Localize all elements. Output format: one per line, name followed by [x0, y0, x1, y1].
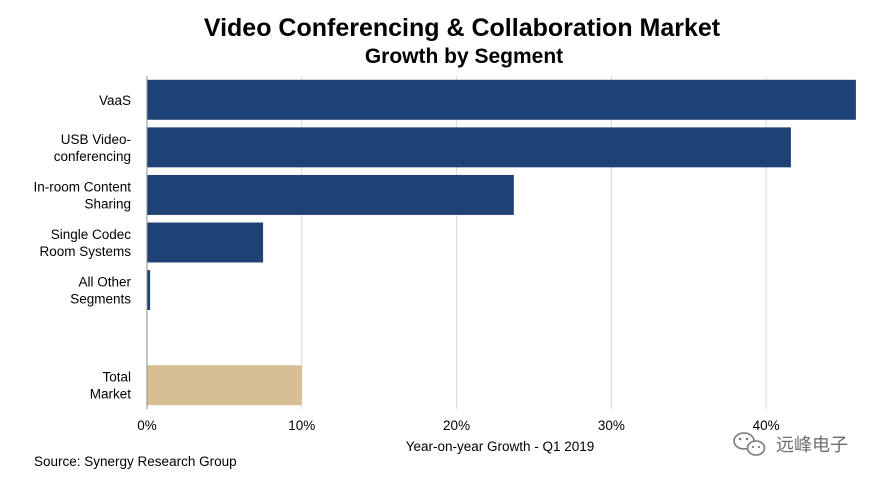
category-label: Sharing	[84, 196, 131, 211]
category-label: USB Video-	[61, 132, 131, 147]
bar	[147, 79, 856, 120]
bars	[147, 79, 856, 406]
category-label: Segments	[70, 292, 131, 307]
bar	[147, 174, 514, 215]
x-tick-label: 0%	[137, 418, 157, 433]
watermark: 远峰电子	[733, 432, 848, 456]
x-tick-label: 10%	[288, 418, 315, 433]
category-label: Total	[102, 370, 131, 385]
bar	[147, 365, 302, 406]
bar	[147, 222, 264, 263]
category-label: All Other	[78, 275, 131, 290]
chart-title: Video Conferencing & Collaboration Marke…	[204, 14, 721, 42]
gridlines	[301, 76, 767, 409]
x-tick-label: 30%	[598, 418, 625, 433]
category-label: In-room Content	[33, 179, 131, 194]
wechat-logo-icon	[733, 432, 766, 456]
bar	[147, 127, 791, 168]
tick-labels: 0% 10% 20% 30% 40%	[137, 418, 779, 433]
category-label: Single Codec	[51, 227, 132, 242]
chart-subtitle: Growth by Segment	[365, 45, 563, 68]
x-tick-label: 20%	[443, 418, 470, 433]
source-note: Source: Synergy Research Group	[34, 454, 237, 469]
category-label: Market	[90, 387, 132, 402]
watermark-text: 远峰电子	[776, 435, 848, 455]
category-label: conferencing	[54, 149, 131, 164]
x-tick-label: 40%	[753, 418, 780, 433]
bar	[147, 270, 151, 311]
x-axis-label: Year-on-year Growth - Q1 2019	[406, 439, 595, 454]
category-label: Room Systems	[39, 244, 131, 259]
category-label: VaaS	[99, 93, 131, 108]
category-labels: VaaS USB Video-conferencing In-room Conten…	[33, 93, 131, 402]
